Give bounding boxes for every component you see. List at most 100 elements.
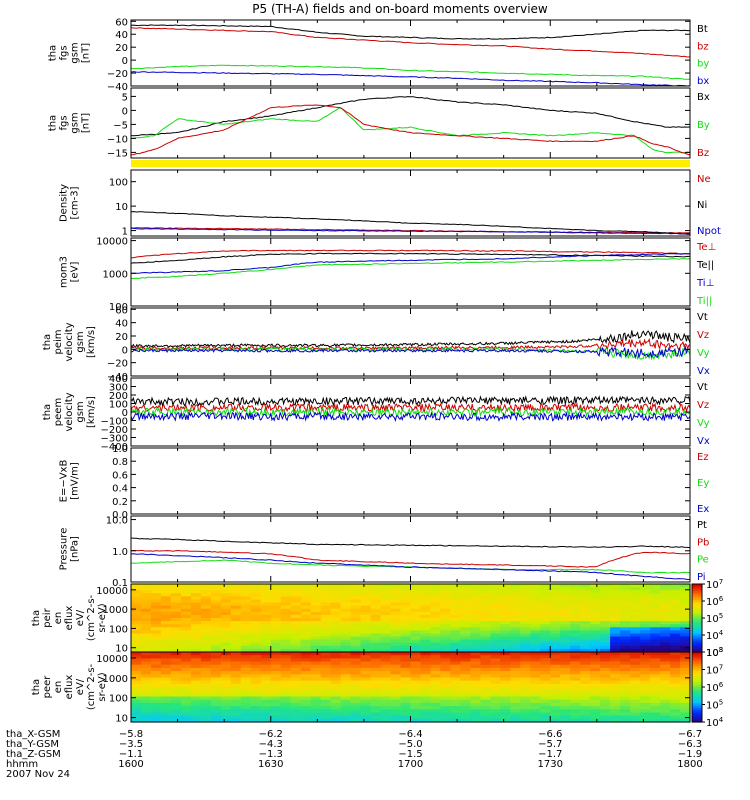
spectrogram-cell bbox=[600, 712, 611, 717]
spectrogram-cell bbox=[160, 614, 172, 619]
spectrogram-cell bbox=[620, 627, 631, 631]
spectrogram-cell bbox=[170, 699, 182, 704]
spectrogram-cell bbox=[540, 683, 551, 688]
spectrogram-cell bbox=[460, 677, 471, 682]
spectrogram-cell bbox=[380, 709, 392, 714]
spectrogram-cell bbox=[670, 683, 681, 688]
spectrogram-cell bbox=[600, 627, 611, 631]
spectrogram-cell bbox=[540, 680, 551, 685]
spectrogram-cell bbox=[180, 630, 192, 635]
spectrogram-cell bbox=[250, 699, 262, 704]
spectrogram-cell bbox=[300, 605, 312, 610]
spectrogram-cell bbox=[250, 677, 262, 682]
spectrogram-cell bbox=[520, 596, 531, 601]
spectrogram-cell bbox=[500, 683, 511, 688]
spectrogram-cell bbox=[550, 624, 561, 628]
spectrogram-cell bbox=[460, 633, 471, 638]
spectrogram-cell bbox=[230, 590, 242, 594]
spectrogram-cell bbox=[131, 680, 142, 685]
spectrogram-cell bbox=[320, 590, 332, 594]
spectrogram-cell bbox=[630, 599, 641, 604]
spectrogram-cell bbox=[190, 709, 202, 714]
spectrogram-cell bbox=[420, 645, 432, 650]
spectrogram-cell bbox=[340, 652, 352, 656]
spectrogram-cell bbox=[330, 671, 342, 675]
spectrogram-cell bbox=[510, 680, 521, 685]
spectrogram-cell bbox=[200, 706, 212, 710]
spectrogram-cell bbox=[280, 618, 292, 622]
spectrogram-cell bbox=[400, 618, 412, 622]
spectrogram-cell bbox=[620, 624, 631, 628]
spectrogram-cell bbox=[680, 608, 691, 613]
legend-entry: Pe bbox=[697, 555, 709, 566]
spectrogram-cell bbox=[420, 633, 432, 638]
spectrogram-cell bbox=[660, 645, 671, 650]
spectrogram-cell bbox=[190, 608, 202, 613]
series-line-Bt bbox=[130, 24, 690, 40]
spectrogram-cell bbox=[540, 605, 551, 610]
legend-entry: by bbox=[697, 59, 709, 70]
series-group bbox=[130, 330, 691, 361]
spectrogram-cell bbox=[400, 699, 412, 704]
spectrogram-cell bbox=[470, 671, 481, 675]
spectrogram-cell bbox=[240, 667, 252, 672]
spectrogram-cell bbox=[230, 614, 242, 619]
spectrogram-cell bbox=[660, 618, 671, 622]
spectrogram-cell bbox=[290, 693, 302, 698]
spectrogram-cell bbox=[330, 667, 342, 672]
spectrogram-cell bbox=[141, 645, 152, 650]
spectrogram-cell bbox=[620, 630, 631, 635]
spectrogram-cell bbox=[180, 611, 192, 616]
spectrogram-cell bbox=[280, 712, 292, 717]
spectrogram-cell bbox=[620, 611, 631, 616]
spectrogram-cell bbox=[390, 599, 402, 604]
spectrogram-cell bbox=[250, 661, 262, 666]
spectrogram-cell bbox=[680, 687, 691, 691]
spectrogram-cell bbox=[260, 648, 272, 653]
spectrogram-cell bbox=[470, 605, 481, 610]
spectrogram-cell bbox=[580, 702, 591, 707]
spectrogram-cell bbox=[610, 624, 621, 628]
spectrogram-cell bbox=[650, 696, 661, 701]
spectrogram-cell bbox=[560, 655, 571, 659]
spectrogram-cell bbox=[490, 630, 501, 635]
spectrogram-cell bbox=[160, 674, 172, 679]
spectrogram-cell bbox=[170, 639, 182, 644]
spectrogram-cell bbox=[430, 633, 442, 638]
spectrogram-cell bbox=[220, 680, 232, 685]
spectrogram-cell bbox=[370, 590, 382, 594]
spectrogram-cell bbox=[340, 712, 352, 717]
spectrogram-cell bbox=[530, 715, 541, 720]
spectrogram-cell bbox=[530, 642, 541, 647]
spectrogram-cell bbox=[610, 618, 621, 622]
spectrogram-cell bbox=[340, 630, 352, 635]
spectrogram-cell bbox=[420, 664, 432, 669]
spectrogram-cell bbox=[600, 618, 611, 622]
spectrogram-cell bbox=[340, 702, 352, 707]
spectrogram-cell bbox=[390, 696, 402, 701]
spectrogram-cell bbox=[280, 715, 292, 720]
spectrogram-cell bbox=[430, 608, 442, 613]
spectrogram-cell bbox=[640, 584, 651, 588]
spectrogram-cell bbox=[680, 648, 691, 653]
spectrogram-cell bbox=[390, 718, 402, 723]
spectrogram-cell bbox=[390, 590, 402, 594]
spectrogram-cell bbox=[170, 621, 182, 625]
spectrogram-cell bbox=[141, 584, 152, 588]
spectrogram-cell bbox=[600, 633, 611, 638]
spectrogram-cell bbox=[460, 696, 471, 701]
spectrogram-cell bbox=[490, 639, 501, 644]
spectrogram-cell bbox=[570, 674, 581, 679]
spectrogram-cell bbox=[600, 645, 611, 650]
spectrogram-cell bbox=[180, 658, 192, 663]
spectrogram-cell bbox=[500, 593, 511, 597]
spectrogram-cell bbox=[220, 624, 232, 628]
spectrogram-cell bbox=[610, 639, 621, 644]
spectrogram-cell bbox=[600, 587, 611, 591]
spectrogram-cell bbox=[630, 658, 641, 663]
spectrogram-cell bbox=[400, 671, 412, 675]
spectrogram-cell bbox=[360, 712, 372, 717]
legend-entry: Vy bbox=[697, 418, 710, 429]
spectrogram-cell bbox=[430, 636, 442, 641]
y-axis-label-line: [cm-3] bbox=[70, 186, 81, 219]
